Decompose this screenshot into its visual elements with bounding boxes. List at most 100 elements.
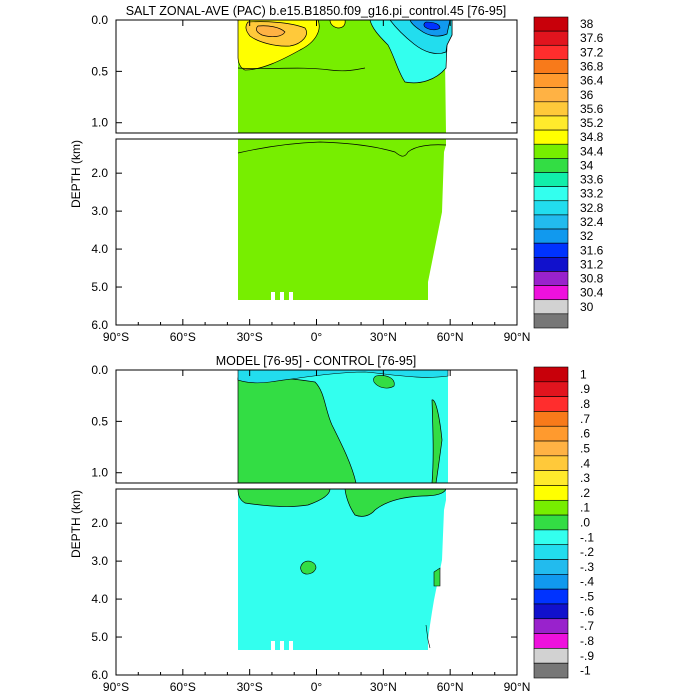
topography-gap [280,292,284,300]
colorbar-label: 36.8 [580,59,604,73]
colorbar-label: -.4 [580,575,594,589]
topography-gap [271,292,275,300]
colorbar-label: .3 [580,471,590,485]
x-tick-label: 0° [311,330,323,344]
topography-gap [289,641,293,650]
colorbar-label: .4 [580,456,590,470]
colorbar-label: -.8 [580,634,594,648]
colorbar-swatch [534,382,568,397]
y-tick-label: 3.0 [91,554,108,568]
y-tick-label: 4.0 [91,592,108,606]
y-tick-label: 0.5 [91,414,108,428]
y-tick-label: 5.0 [91,630,108,644]
ocean-mask-lower [238,489,446,650]
colorbar-swatch [534,500,568,515]
y-axis-label: DEPTH (km) [69,490,83,558]
colorbar-label: .5 [580,441,590,455]
x-tick-label: 60°S [170,330,196,344]
colorbar-swatch [534,74,568,88]
y-tick-label: 5.0 [91,280,108,294]
colorbar-swatch [534,88,568,102]
colorbar-swatch [534,17,568,31]
colorbar-swatch [534,45,568,59]
colorbar-label: 37.2 [580,45,604,59]
upper-field [238,370,448,483]
y-tick-label: 1.0 [91,116,108,130]
x-tick-label: 60°S [170,680,196,694]
colorbar-swatch [534,215,568,229]
colorbar-label: 36.4 [580,74,604,88]
colorbar-swatch [534,634,568,649]
salinity-panel: SALT ZONAL-AVE (PAC) b.e15.B1850.f09_g16… [69,4,604,344]
colorbar-label: -.3 [580,560,594,574]
colorbar-swatch [534,648,568,663]
colorbar-swatch [534,201,568,215]
colorbar-swatch [534,243,568,257]
colorbar-swatch [534,471,568,486]
colorbar-swatch [534,271,568,285]
colorbar-swatch [534,314,568,328]
y-tick-label: 6.0 [91,318,108,332]
colorbar-label: 30 [580,300,594,314]
colorbar-label: -.1 [580,530,594,544]
colorbar-label: 34.8 [580,130,604,144]
x-tick-label: 90°S [103,330,129,344]
colorbar-label: 33.6 [580,173,604,187]
x-tick-label: 30°N [370,680,397,694]
chart-title: MODEL [76-95] - CONTROL [76-95] [216,354,417,368]
colorbar-swatch [534,173,568,187]
colorbar-label: 30.4 [580,286,604,300]
colorbar-label: -.2 [580,545,594,559]
colorbar-swatch [534,663,568,678]
colorbar-swatch [534,530,568,545]
colorbar-label: .6 [580,427,590,441]
colorbar-label: .0 [580,516,590,530]
colorbar-label: .9 [580,382,590,396]
colorbar-label: .8 [580,397,590,411]
lower-field [238,489,446,650]
colorbar-swatch [534,604,568,619]
colorbar-swatch [534,59,568,73]
colorbar-label: 34.4 [580,144,604,158]
y-tick-label: 0.0 [91,363,108,377]
y-tick-label: 3.0 [91,204,108,218]
colorbar-label: 32 [580,229,594,243]
colorbar-swatch [534,187,568,201]
colorbar-swatch [534,574,568,589]
colorbar-swatch [534,426,568,441]
colorbar-swatch [534,229,568,243]
colorbar-label: 33.2 [580,187,604,201]
colorbar-label: 38 [580,17,594,31]
upper-field [238,20,452,133]
x-tick-label: 90°N [504,330,531,344]
colorbar-label: 35.6 [580,102,604,116]
colorbar-swatch [534,367,568,382]
colorbar: 3837.637.236.836.43635.635.234.834.43433… [534,17,604,328]
colorbar-label: 34 [580,158,594,172]
colorbar-label: -.7 [580,619,594,633]
colorbar-swatch [534,130,568,144]
x-tick-label: 60°N [437,330,464,344]
colorbar-swatch [534,411,568,426]
colorbar: 1.9.8.7.6.5.4.3.2.1.0-.1-.2-.3-.4-.5-.6-… [534,367,594,678]
colorbar-label: 36 [580,88,594,102]
colorbar-swatch [534,31,568,45]
x-tick-label: 30°S [237,330,263,344]
colorbar-label: 32.4 [580,215,604,229]
colorbar-label: -.9 [580,649,594,663]
colorbar-label: -1 [580,664,591,678]
colorbar-swatch [534,116,568,130]
colorbar-swatch [534,485,568,500]
colorbar-label: 37.6 [580,31,604,45]
colorbar-label: 30.8 [580,272,604,286]
colorbar-swatch [534,560,568,575]
ocean-mask-lower [238,139,446,300]
topography-gap [280,641,284,650]
colorbar-swatch [534,257,568,271]
y-tick-label: 2.0 [91,166,108,180]
y-tick-label: 0.0 [91,13,108,27]
colorbar-label: 32.8 [580,201,604,215]
colorbar-swatch [534,286,568,300]
colorbar-label: .2 [580,486,590,500]
